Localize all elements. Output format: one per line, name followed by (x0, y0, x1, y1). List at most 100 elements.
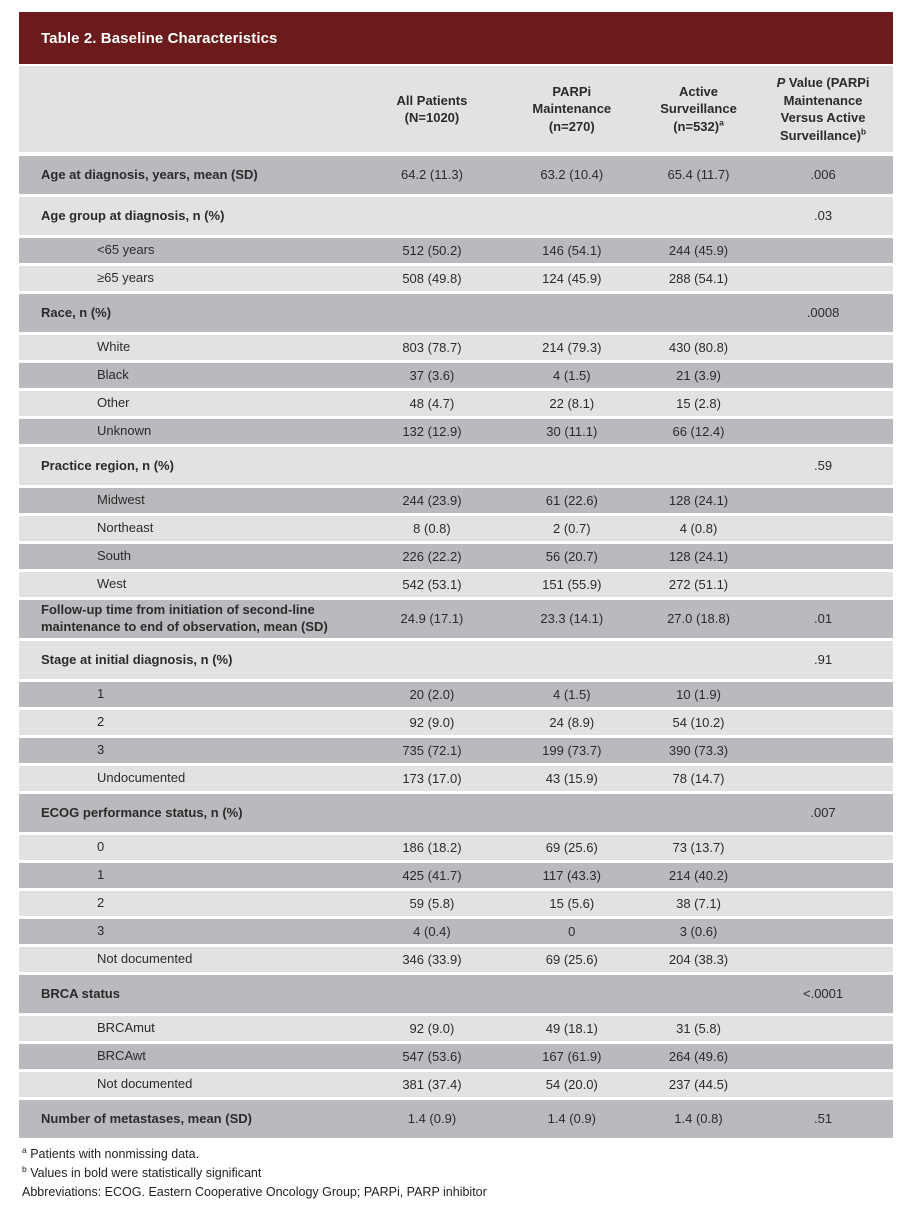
cell-active-surveillance: 237 (44.5) (668, 1076, 729, 1092)
cell-parpi-maintenance: 56 (20.7) (545, 548, 598, 564)
cell-p-value: .51 (814, 1111, 833, 1127)
cell-all-patients: 48 (4.7) (409, 395, 455, 411)
row-label: 2 (97, 714, 105, 730)
row-label: BRCAwt (97, 1048, 146, 1064)
cell-all-patients: 64.2 (11.3) (400, 167, 463, 183)
row-label: Undocumented (97, 770, 186, 786)
cell-parpi-maintenance: 4 (1.5) (553, 367, 591, 383)
cell-all-patients: 132 (12.9) (402, 423, 462, 439)
table-row: BRCAmut 92 (9.0) 49 (18.1) 31 (5.8) (19, 1016, 893, 1042)
table-row: Stage at initial diagnosis, n (%) .91 (19, 641, 893, 680)
cell-all-patients: 24.9 (17.1) (400, 611, 464, 627)
footnotes: a Patients with nonmissing data. b Values… (19, 1145, 893, 1201)
column-header: PARPi Maintenance (n=270) (532, 83, 612, 134)
table-row: Age group at diagnosis, n (%) .03 (19, 197, 893, 236)
table-title: Table 2. Baseline Characteristics (41, 29, 278, 47)
table-row: Black 37 (3.6) 4 (1.5) 21 (3.9) (19, 363, 893, 389)
cell-parpi-maintenance: 69 (25.6) (545, 839, 598, 855)
cell-parpi-maintenance: 23.3 (14.1) (540, 611, 604, 627)
cell-active-surveillance: 4 (0.8) (679, 520, 718, 536)
cell-parpi-maintenance: 146 (54.1) (542, 242, 602, 258)
cell-p-value: .91 (814, 652, 833, 668)
cell-parpi-maintenance: 49 (18.1) (545, 1020, 598, 1036)
cell-all-patients: 59 (5.8) (409, 895, 455, 911)
cell-parpi-maintenance: 43 (15.9) (545, 770, 598, 786)
cell-parpi-maintenance: 124 (45.9) (542, 270, 602, 286)
cell-parpi-maintenance: 199 (73.7) (542, 742, 602, 758)
cell-all-patients: 173 (17.0) (402, 770, 462, 786)
cell-active-surveillance: 128 (24.1) (668, 492, 729, 508)
cell-active-surveillance: 390 (73.3) (668, 742, 729, 758)
cell-parpi-maintenance: 1.4 (0.9) (547, 1111, 596, 1127)
row-label: Practice region, n (%) (41, 457, 174, 473)
cell-p-value: .59 (814, 458, 833, 474)
row-label: BRCAmut (97, 1020, 155, 1036)
cell-all-patients: 92 (9.0) (409, 714, 455, 730)
table-row: 3 735 (72.1) 199 (73.7) 390 (73.3) (19, 738, 893, 764)
cell-all-patients: 20 (2.0) (409, 686, 455, 702)
footnote-line: a Patients with nonmissing data. (22, 1145, 200, 1162)
row-label: 0 (97, 839, 105, 855)
table-row: Age at diagnosis, years, mean (SD) 64.2 (… (19, 156, 893, 195)
row-label: 3 (97, 742, 105, 758)
table-row: Not documented 381 (37.4) 54 (20.0) 237 (44… (19, 1072, 893, 1098)
cell-all-patients: 508 (49.8) (402, 270, 462, 286)
cell-p-value: .007 (810, 805, 836, 821)
column-header: P Value (PARPi Maintenance Versus Active Su… (776, 75, 870, 143)
cell-all-patients: 803 (78.7) (402, 339, 462, 355)
table-row: 1 20 (2.0) 4 (1.5) 10 (1.9) (19, 682, 893, 708)
cell-parpi-maintenance: 117 (43.3) (542, 867, 601, 883)
cell-parpi-maintenance: 151 (55.9) (542, 576, 602, 592)
cell-p-value: .0008 (806, 305, 840, 321)
row-label: Northeast (97, 520, 154, 536)
cell-parpi-maintenance: 214 (79.3) (542, 339, 602, 355)
cell-active-surveillance: 73 (13.7) (672, 839, 725, 855)
cell-active-surveillance: 66 (12.4) (672, 423, 725, 439)
cell-parpi-maintenance: 2 (0.7) (553, 520, 591, 536)
table-row: Practice region, n (%) .59 (19, 447, 893, 486)
table-row: Unknown 132 (12.9) 30 (11.1) 66 (12.4) (19, 419, 893, 445)
cell-parpi-maintenance: 0 (568, 923, 576, 939)
table-row: ECOG performance status, n (%) .007 (19, 794, 893, 833)
row-label: ECOG performance status, n (%) (41, 804, 243, 820)
cell-active-surveillance: 78 (14.7) (672, 770, 725, 786)
table-row: Midwest 244 (23.9) 61 (22.6) 128 (24.1) (19, 488, 893, 514)
row-label: Age group at diagnosis, n (%) (41, 207, 225, 223)
cell-p-value: <.0001 (802, 986, 844, 1002)
row-label: Not documented (97, 951, 193, 967)
table-row: BRCAwt 547 (53.6) 167 (61.9) 264 (49.6) (19, 1044, 893, 1070)
cell-all-patients: 4 (0.4) (413, 923, 451, 939)
row-label: BRCA status (41, 985, 120, 1001)
cell-parpi-maintenance: 167 (61.9) (542, 1048, 602, 1064)
table-row: Undocumented 173 (17.0) 43 (15.9) 78 (14.7) (19, 766, 893, 792)
table-row: BRCA status <.0001 (19, 975, 893, 1014)
cell-active-surveillance: 214 (40.2) (668, 867, 729, 883)
cell-all-patients: 92 (9.0) (409, 1020, 455, 1036)
cell-all-patients: 226 (22.2) (402, 548, 462, 564)
table-row: Number of metastases, mean (SD) 1.4 (0.9)… (19, 1100, 893, 1139)
table-title-bar: Table 2. Baseline Characteristics (19, 12, 893, 64)
footnote-line: Abbreviations: ECOG. Eastern Cooperative… (22, 1184, 487, 1199)
table-body: Age at diagnosis, years, mean (SD) 64.2 (… (19, 156, 893, 1139)
cell-parpi-maintenance: 30 (11.1) (546, 423, 598, 439)
cell-active-surveillance: 31 (5.8) (676, 1020, 721, 1036)
row-label: Stage at initial diagnosis, n (%) (41, 651, 233, 667)
row-label: 3 (97, 923, 105, 939)
table-row: ≥65 years 508 (49.8) 124 (45.9) 288 (54.1) (19, 266, 893, 292)
table-row: <65 years 512 (50.2) 146 (54.1) 244 (45.9) (19, 238, 893, 264)
cell-active-surveillance: 244 (45.9) (668, 242, 729, 258)
row-label: ≥65 years (97, 270, 154, 286)
cell-p-value: .006 (810, 167, 836, 183)
cell-all-patients: 244 (23.9) (402, 492, 462, 508)
cell-all-patients: 37 (3.6) (409, 367, 455, 383)
cell-p-value: .03 (814, 208, 833, 224)
cell-all-patients: 1.4 (0.9) (407, 1111, 457, 1127)
row-label: 1 (97, 867, 105, 883)
table-row: West 542 (53.1) 151 (55.9) 272 (51.1) (19, 572, 893, 598)
cell-parpi-maintenance: 61 (22.6) (545, 492, 598, 508)
cell-all-patients: 542 (53.1) (402, 576, 462, 592)
row-label: Follow-up time from initiation of second… (41, 602, 328, 635)
row-label: Not documented (97, 1076, 193, 1092)
cell-active-surveillance: 128 (24.1) (668, 548, 729, 564)
